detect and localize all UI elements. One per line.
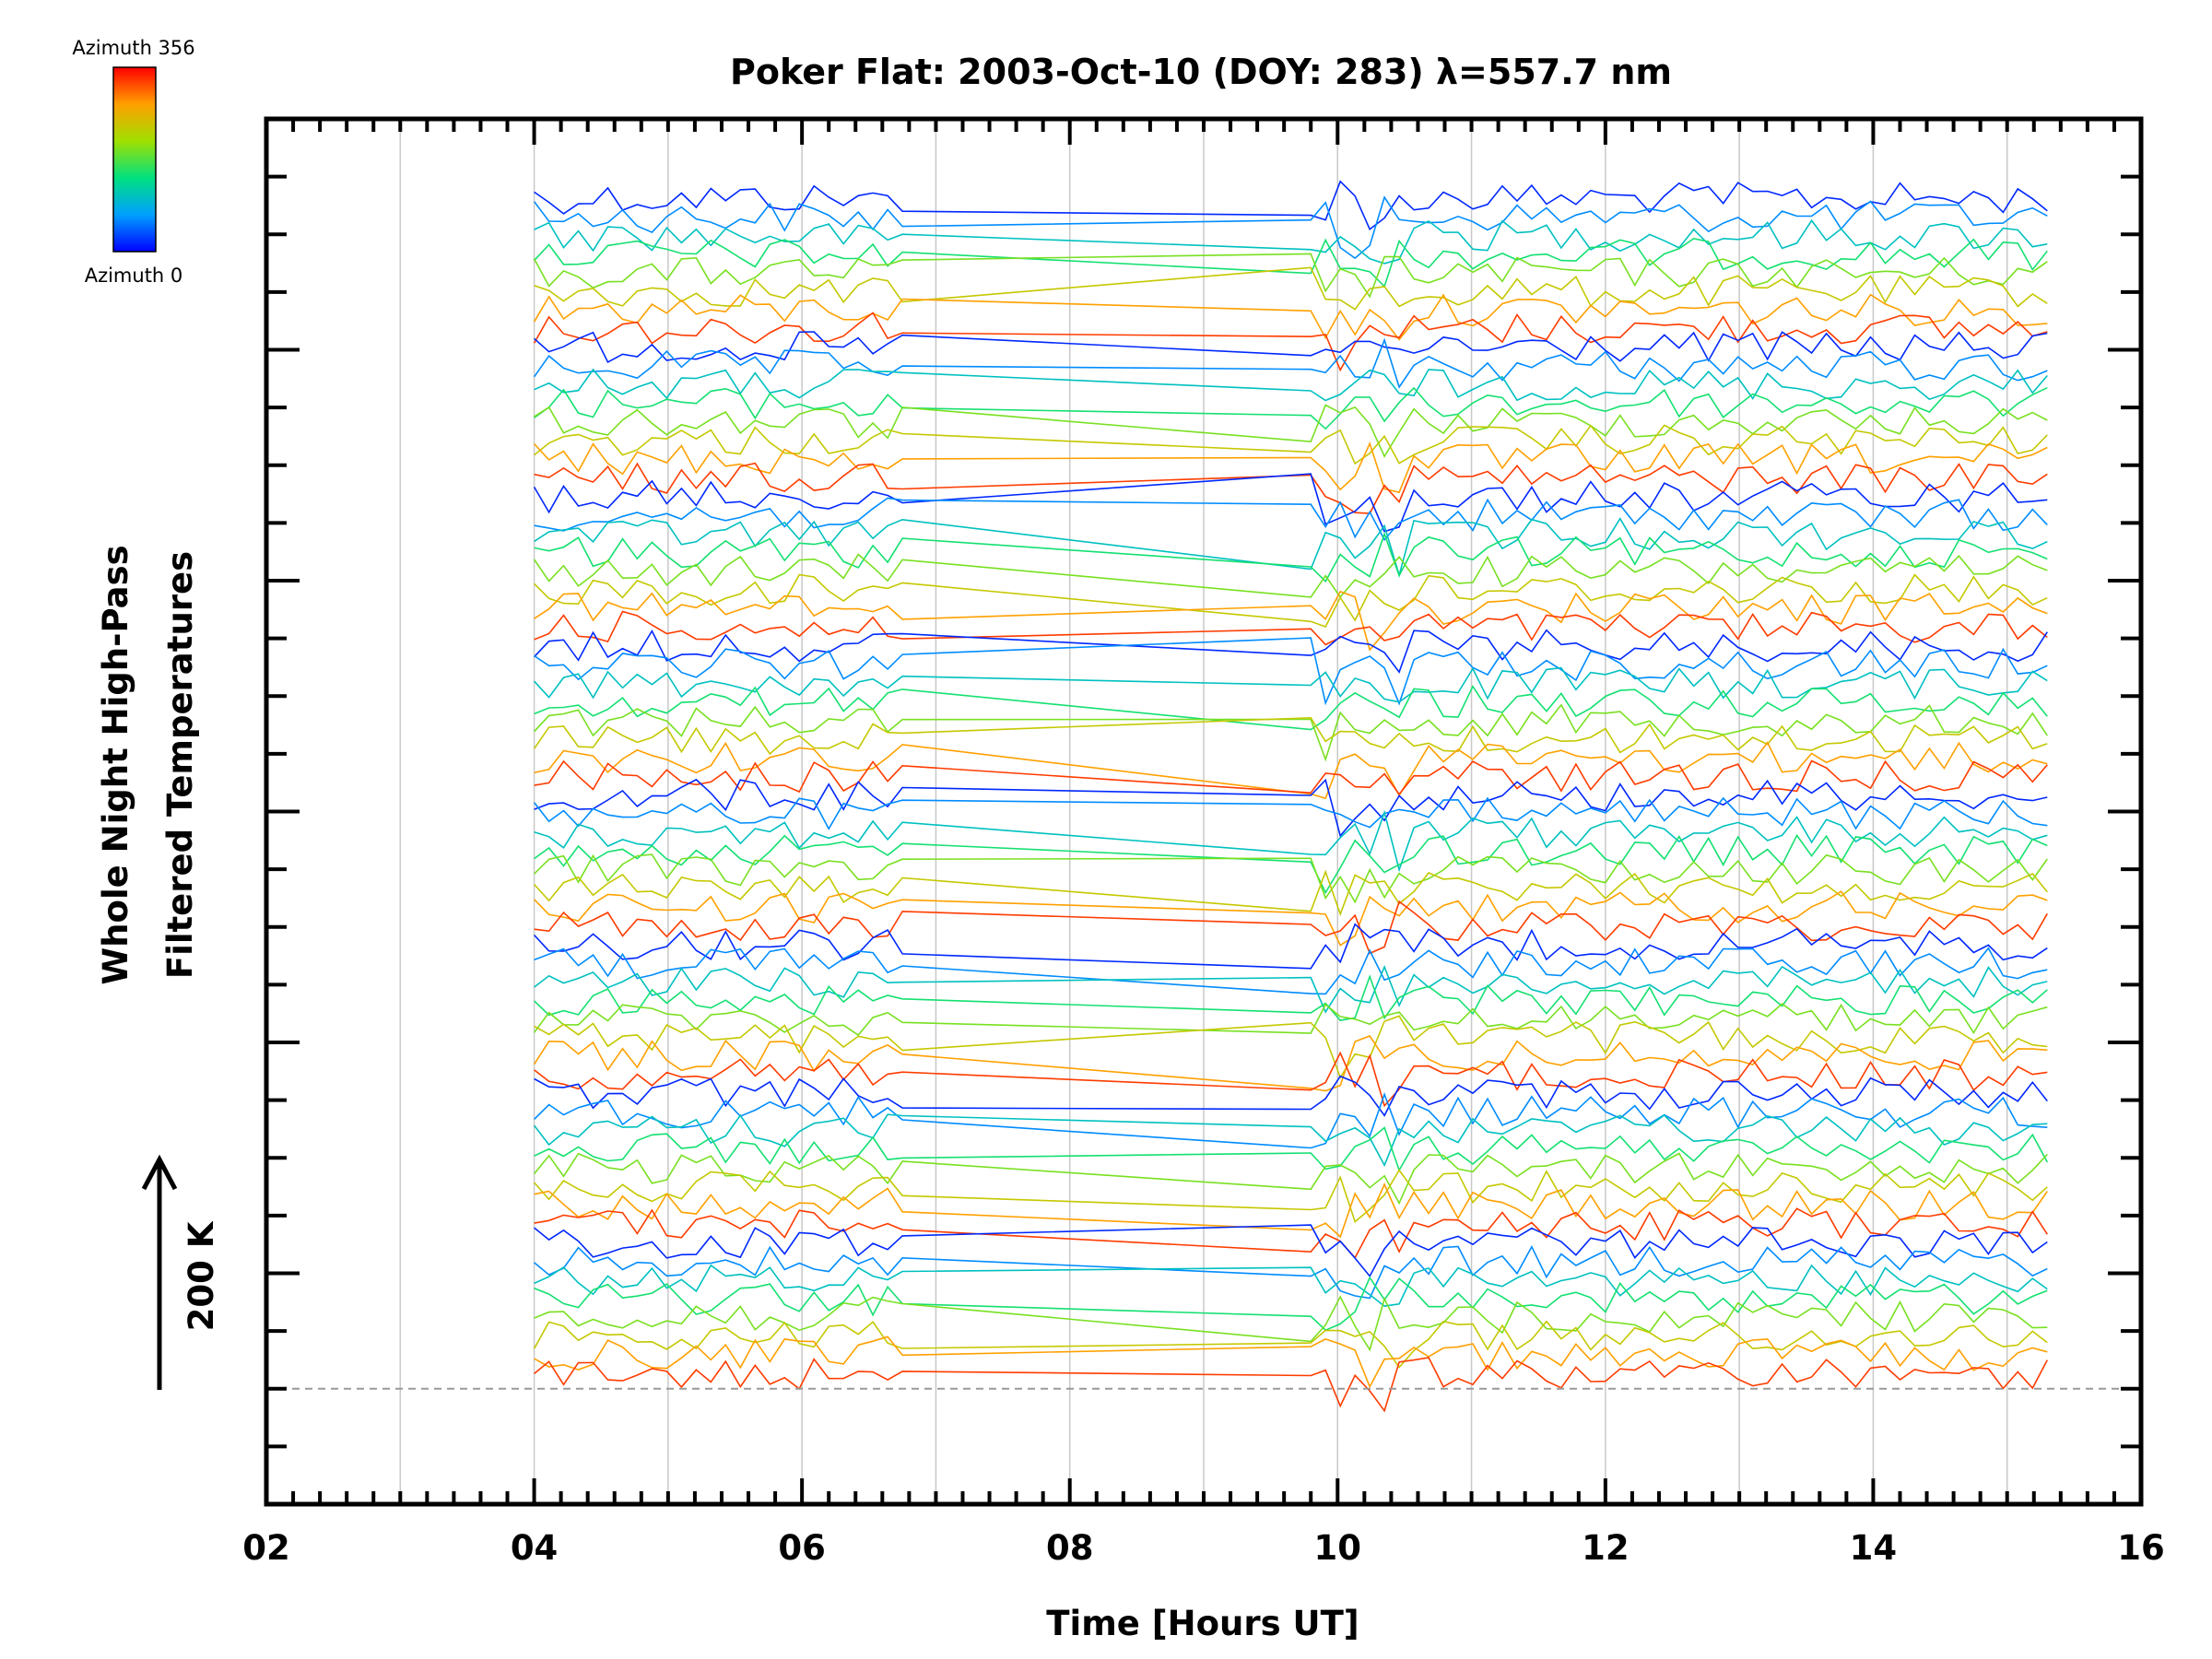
trace-line <box>534 1015 2048 1079</box>
trace-line <box>534 1295 2048 1352</box>
trace-line <box>534 637 2048 706</box>
trace-line <box>534 947 2048 995</box>
trace-line <box>534 517 2048 579</box>
trace-line <box>533 796 2048 830</box>
trace-line <box>534 1051 2048 1108</box>
trace-line <box>534 368 2048 402</box>
trace-line <box>534 531 2048 583</box>
trace-line <box>534 238 2048 288</box>
x-tick-label: 06 <box>778 1528 826 1568</box>
x-tick-label: 02 <box>242 1528 290 1568</box>
trace-line <box>534 404 2048 458</box>
trace-line <box>534 424 2048 465</box>
trace-line <box>533 716 2048 756</box>
trace-line <box>534 573 2048 628</box>
trace-line <box>534 441 2048 494</box>
x-tick-label: 16 <box>2117 1528 2165 1568</box>
y-axis-label-line2: Filtered Temperatures <box>160 551 200 979</box>
trace-line <box>534 666 2048 703</box>
trace-line <box>534 386 2048 430</box>
trace-line <box>534 1335 2048 1389</box>
trace-line <box>533 337 2048 389</box>
trace-line <box>534 266 2048 311</box>
trace-line <box>533 1113 2048 1168</box>
trace-line <box>533 293 2048 341</box>
x-axis-ticks <box>265 119 2143 1504</box>
trace-line <box>534 180 2048 231</box>
trace-line <box>533 1320 2048 1369</box>
x-axis-label: Time [Hours UT] <box>1046 1604 1359 1643</box>
trace-line <box>534 853 2048 904</box>
trace-line <box>533 195 2048 260</box>
colorbar-bottom-label: Azimuth 0 <box>85 265 183 287</box>
trace-line <box>534 1244 2048 1300</box>
trace-line <box>533 253 2048 299</box>
trace-line <box>534 1357 2049 1413</box>
trace-line <box>534 590 2048 652</box>
trace-line <box>534 1224 2048 1278</box>
x-tick-label: 10 <box>1314 1528 1362 1568</box>
trace-line <box>533 1169 2048 1223</box>
trace-line <box>534 331 2048 363</box>
trace-line <box>534 1264 2048 1307</box>
trace-line <box>534 1126 2049 1172</box>
trace-line <box>534 778 2048 838</box>
chart-title: Poker Flat: 2003-Oct-10 (DOY: 283) λ=557… <box>730 52 1672 92</box>
trace-line <box>534 900 2048 955</box>
x-tick-label: 08 <box>1046 1528 1094 1568</box>
trace-line <box>534 1276 2048 1332</box>
trace-line <box>534 703 2048 762</box>
colorbar-top-label: Azimuth 356 <box>72 37 194 59</box>
trace-line <box>534 759 2048 796</box>
y-axis-label-line1: Whole Night High-Pass <box>96 545 135 984</box>
trace-line <box>534 964 2048 1014</box>
x-tick-label: 04 <box>511 1528 559 1568</box>
trace-line <box>533 1003 2048 1037</box>
scale-label: 200 K <box>182 1220 221 1331</box>
colorbar: Azimuth 356 Azimuth 0 <box>72 37 194 287</box>
trace-line <box>534 809 2048 873</box>
x-tick-label: 14 <box>1850 1528 1898 1568</box>
trace-line <box>534 1182 2048 1239</box>
trace-line <box>534 974 2048 1021</box>
trace-line <box>534 610 2048 646</box>
grid-lines <box>399 119 2008 1504</box>
trace-line <box>533 1152 2048 1206</box>
trace-line <box>534 833 2048 895</box>
x-tick-labels: 02 04 06 08 10 12 14 16 <box>242 1528 2165 1568</box>
trace-line <box>534 462 2048 514</box>
trace-line <box>533 473 2048 533</box>
y-axis-ticks <box>266 174 2141 1449</box>
trace-line <box>533 553 2048 599</box>
trace-line <box>534 890 2048 947</box>
scale-arrow <box>141 1154 178 1390</box>
trace-line <box>533 312 2048 372</box>
colorbar-gradient <box>112 66 157 253</box>
trace-line <box>534 218 2048 265</box>
traces <box>533 180 2049 1413</box>
trace-line <box>534 685 2048 731</box>
trace-line <box>534 497 2048 542</box>
trace-line <box>534 1207 2048 1259</box>
trace-line <box>534 923 2048 970</box>
trace-line <box>534 1092 2048 1149</box>
trace-line <box>533 1035 2048 1092</box>
trace-line <box>534 869 2048 917</box>
trace-line <box>534 741 2048 800</box>
x-tick-label: 12 <box>1582 1528 1630 1568</box>
trace-line <box>534 629 2048 674</box>
trace-line <box>534 1075 2048 1117</box>
